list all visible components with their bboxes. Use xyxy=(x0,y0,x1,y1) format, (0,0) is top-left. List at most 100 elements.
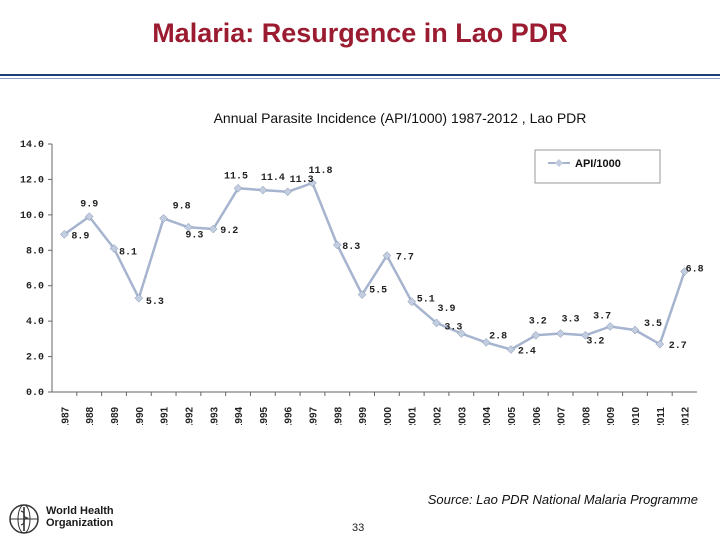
x-tick-label: 2004 xyxy=(482,406,493,425)
x-tick-label: 1991 xyxy=(160,406,171,425)
data-label: 9.8 xyxy=(173,201,191,212)
data-point xyxy=(184,222,193,232)
legend-marker-icon xyxy=(555,159,563,167)
data-point xyxy=(208,224,218,234)
data-label: 2.7 xyxy=(669,341,687,352)
x-tick-label: 1988 xyxy=(85,406,96,425)
data-point xyxy=(60,229,69,239)
data-point xyxy=(308,178,317,188)
data-label: 8.3 xyxy=(342,242,360,253)
page-number: 33 xyxy=(352,522,365,534)
data-point xyxy=(84,212,94,221)
who-emblem-icon xyxy=(9,504,39,534)
data-point xyxy=(556,329,565,338)
data-label: 3.3 xyxy=(562,315,580,326)
data-label: 9.2 xyxy=(220,226,238,237)
data-point xyxy=(109,244,119,253)
x-tick-label: 2001 xyxy=(408,406,419,425)
data-point xyxy=(655,339,665,349)
data-point xyxy=(159,214,168,223)
x-tick-label: 2005 xyxy=(507,406,518,425)
data-label: 3.2 xyxy=(586,336,604,347)
chart-title: Annual Parasite Incidence (API/1000) 198… xyxy=(214,110,587,126)
data-label: 11.3 xyxy=(290,175,314,186)
data-label: 11.5 xyxy=(224,171,248,182)
data-point xyxy=(382,251,392,260)
data-point xyxy=(680,267,689,276)
y-tick-label: 14.0 xyxy=(20,140,44,151)
slide-title: Malaria: Resurgence in Lao PDR xyxy=(152,18,568,48)
x-tick-label: 2009 xyxy=(606,406,617,425)
x-tick-label: 1996 xyxy=(284,406,295,425)
data-point xyxy=(581,330,590,340)
data-label: 6.8 xyxy=(686,265,704,276)
chart-legend: API/1000 xyxy=(534,149,661,184)
x-tick-label: 2007 xyxy=(557,406,568,425)
x-tick-label: 1989 xyxy=(110,406,121,425)
x-tick-label: 1997 xyxy=(308,406,319,425)
data-point xyxy=(407,297,417,307)
x-tick-label: 2002 xyxy=(433,406,444,425)
logo-line-2: Organization xyxy=(46,517,114,529)
data-point xyxy=(134,293,144,303)
x-tick-label: 1993 xyxy=(209,406,220,425)
data-label: 5.1 xyxy=(417,295,435,306)
data-label: 7.7 xyxy=(396,253,414,264)
data-label: 3.7 xyxy=(593,311,611,322)
title-subrule xyxy=(0,78,720,79)
x-tick-label: 1987 xyxy=(60,406,71,425)
data-label: 2.4 xyxy=(518,346,536,357)
data-label: 5.5 xyxy=(369,286,387,297)
data-point xyxy=(233,183,243,193)
x-tick-label: 2006 xyxy=(532,406,543,425)
x-tick-label: 2000 xyxy=(383,406,394,425)
y-tick-label: 6.0 xyxy=(26,282,44,293)
y-tick-label: 8.0 xyxy=(26,246,44,257)
data-point xyxy=(605,322,615,331)
legend-label: API/1000 xyxy=(575,158,621,170)
data-point xyxy=(531,330,541,340)
data-label: 3.3 xyxy=(444,323,462,334)
data-label: 3.5 xyxy=(644,319,662,330)
data-point xyxy=(630,325,640,335)
x-tick-label: 2012 xyxy=(681,406,692,425)
x-tick-label: 2010 xyxy=(631,406,642,425)
line-chart: Annual Parasite Incidence (API/1000) 198… xyxy=(20,110,704,425)
y-tick-label: 2.0 xyxy=(26,353,44,364)
data-point xyxy=(481,338,491,347)
data-label: 3.2 xyxy=(529,316,547,327)
data-point xyxy=(506,345,516,354)
y-tick-label: 4.0 xyxy=(26,317,44,328)
y-tick-label: 0.0 xyxy=(26,388,44,399)
data-label: 5.3 xyxy=(146,297,164,308)
x-tick-label: 2003 xyxy=(457,406,468,425)
data-point xyxy=(258,185,268,195)
x-tick-label: 2011 xyxy=(656,407,667,425)
data-label: 2.8 xyxy=(489,331,507,342)
source-note: Source: Lao PDR National Malaria Program… xyxy=(427,492,698,507)
data-point xyxy=(456,329,466,338)
logo-line-1: World Health xyxy=(46,505,114,517)
data-point xyxy=(332,240,342,250)
data-label: 11.4 xyxy=(261,173,285,184)
x-tick-label: 1990 xyxy=(135,406,146,425)
data-label: 9.3 xyxy=(185,230,203,241)
data-point xyxy=(357,290,367,299)
x-tick-label: 1994 xyxy=(234,406,245,425)
data-label: 3.9 xyxy=(438,304,456,315)
data-label: 8.9 xyxy=(71,231,89,242)
x-tick-label: 1999 xyxy=(358,406,369,425)
series-line-api xyxy=(63,181,686,351)
who-logo: World Health Organization xyxy=(8,503,118,537)
who-logo-text: World Health Organization xyxy=(46,505,114,529)
x-tick-label: 2008 xyxy=(581,406,592,425)
x-tick-label: 1992 xyxy=(184,406,195,425)
title-rule xyxy=(0,74,720,76)
data-label: 9.9 xyxy=(80,200,98,211)
y-tick-label: 10.0 xyxy=(20,211,44,222)
data-label: 11.8 xyxy=(308,166,332,177)
data-point xyxy=(432,318,441,328)
data-point xyxy=(283,187,293,197)
y-tick-label: 12.0 xyxy=(20,175,44,186)
x-tick-label: 1995 xyxy=(259,406,270,425)
